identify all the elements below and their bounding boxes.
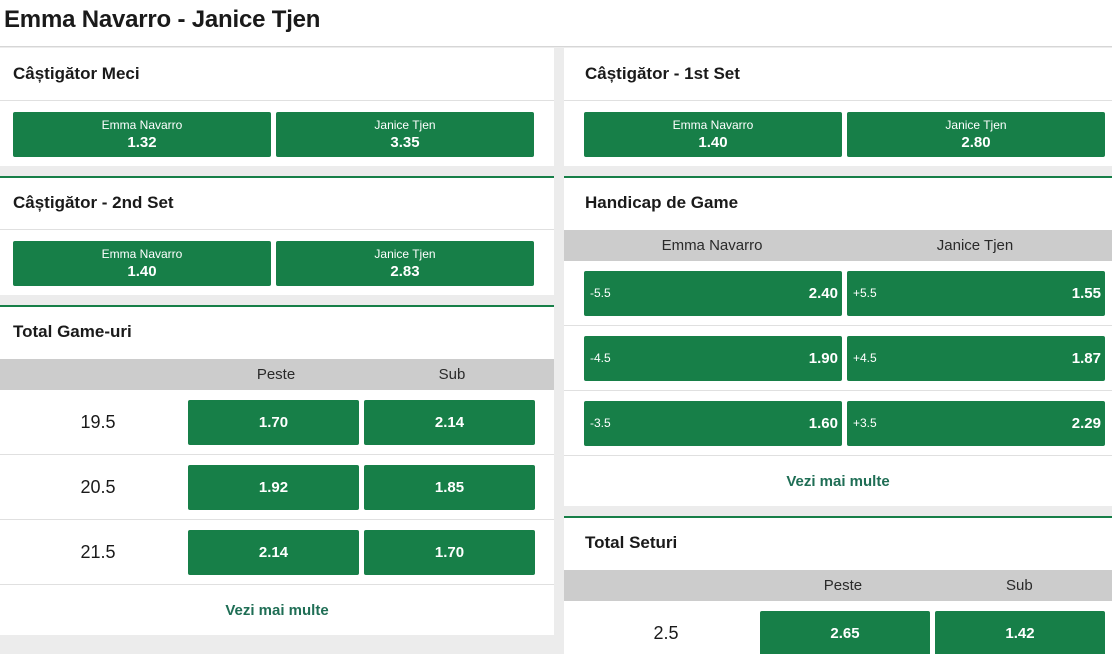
market-header: Total Game-uri — [0, 307, 554, 359]
selection-name: Janice Tjen — [374, 246, 436, 261]
odds-row: Emma Navarro 1.40 Janice Tjen 2.80 — [564, 101, 1112, 166]
odd-button-home[interactable]: Emma Navarro 1.40 — [13, 241, 271, 286]
see-more-link[interactable]: Vezi mai multe — [786, 472, 890, 490]
total-line: 21.5 — [80, 541, 116, 562]
handicap-line: -5.5 — [590, 286, 611, 300]
market-header: Total Seturi — [564, 518, 1112, 570]
market-set1-winner: Câștigător - 1st Set Emma Navarro 1.40 J… — [564, 48, 1112, 166]
odd-button-home[interactable]: Emma Navarro 1.32 — [13, 112, 271, 157]
selection-name: Janice Tjen — [945, 117, 1007, 132]
selection-name: Emma Navarro — [101, 246, 183, 261]
market-header: Câștigător - 1st Set — [564, 48, 1112, 101]
page-title: Emma Navarro - Janice Tjen — [4, 6, 321, 33]
handicap-away-button[interactable]: +4.5 1.87 — [847, 335, 1105, 381]
market-title: Total Seturi — [585, 533, 678, 552]
odd-value: 1.40 — [698, 133, 728, 151]
odd-button-home[interactable]: Emma Navarro 1.40 — [584, 112, 842, 157]
odd-value: 1.55 — [1071, 284, 1101, 302]
market-header: Câștigător Meci — [0, 48, 554, 101]
under-odd-button[interactable]: 1.42 — [935, 610, 1105, 654]
odd-value: 2.29 — [1071, 414, 1101, 432]
handicap-line: -4.5 — [590, 351, 611, 365]
over-odd-button[interactable]: 2.14 — [188, 529, 359, 575]
market-set2-winner: Câștigător - 2nd Set Emma Navarro 1.40 J… — [0, 176, 554, 295]
handicap-home-button[interactable]: -4.5 1.90 — [584, 335, 842, 381]
handicap-row: -3.5 1.60 +3.5 2.29 — [564, 391, 1112, 456]
handicap-away-button[interactable]: +3.5 2.29 — [847, 400, 1105, 446]
under-odd-button[interactable]: 1.85 — [364, 464, 535, 510]
column-headers: Emma Navarro Janice Tjen — [564, 230, 1112, 261]
selection-name: Emma Navarro — [101, 117, 183, 132]
odd-value: 2.83 — [390, 262, 420, 280]
market-header: Handicap de Game — [564, 178, 1112, 230]
under-header: Sub — [1005, 577, 1033, 594]
handicap-line: -3.5 — [590, 416, 611, 430]
selection-name: Janice Tjen — [374, 117, 436, 132]
total-row: 20.5 1.92 1.85 — [0, 455, 554, 520]
column-headers: Peste Sub — [564, 570, 1112, 601]
handicap-away-button[interactable]: +5.5 1.55 — [847, 270, 1105, 316]
odd-button-away[interactable]: Janice Tjen 3.35 — [276, 112, 534, 157]
total-row: 21.5 2.14 1.70 — [0, 520, 554, 585]
market-match-winner: Câștigător Meci Emma Navarro 1.32 Janice… — [0, 48, 554, 166]
handicap-line: +4.5 — [853, 351, 877, 365]
page-header: Emma Navarro - Janice Tjen — [0, 0, 1112, 47]
handicap-row: -4.5 1.90 +4.5 1.87 — [564, 326, 1112, 391]
selection-name: Emma Navarro — [672, 117, 754, 132]
market-title: Handicap de Game — [585, 193, 739, 212]
odd-value: 1.90 — [808, 349, 838, 367]
odd-value: 1.40 — [127, 262, 157, 280]
market-header: Câștigător - 2nd Set — [0, 178, 554, 230]
markets-column-right: Câștigător - 1st Set Emma Navarro 1.40 J… — [564, 48, 1112, 654]
over-header: Peste — [256, 366, 296, 383]
column-headers: Peste Sub — [0, 359, 554, 390]
odd-value: 1.60 — [808, 414, 838, 432]
under-odd-button[interactable]: 2.14 — [364, 399, 535, 445]
under-odd-button[interactable]: 1.70 — [364, 529, 535, 575]
see-more-link[interactable]: Vezi mai multe — [225, 601, 329, 619]
handicap-home-button[interactable]: -5.5 2.40 — [584, 270, 842, 316]
total-line: 20.5 — [80, 476, 116, 497]
away-header: Janice Tjen — [936, 237, 1014, 254]
total-line: 19.5 — [80, 411, 116, 432]
market-title: Câștigător Meci — [13, 64, 140, 83]
odd-value: 1.87 — [1071, 349, 1101, 367]
total-line: 2.5 — [653, 622, 679, 643]
odd-value: 3.35 — [390, 133, 420, 151]
over-header: Peste — [823, 577, 863, 594]
market-title: Câștigător - 1st Set — [585, 64, 740, 83]
odds-row: Emma Navarro 1.32 Janice Tjen 3.35 — [0, 101, 554, 166]
total-row: 19.5 1.70 2.14 — [0, 390, 554, 455]
odd-value: 2.40 — [808, 284, 838, 302]
odds-row: Emma Navarro 1.40 Janice Tjen 2.83 — [0, 230, 554, 295]
odd-button-away[interactable]: Janice Tjen 2.83 — [276, 241, 534, 286]
market-game-handicap: Handicap de Game Emma Navarro Janice Tje… — [564, 176, 1112, 506]
under-header: Sub — [438, 366, 466, 383]
handicap-line: +5.5 — [853, 286, 877, 300]
handicap-home-button[interactable]: -3.5 1.60 — [584, 400, 842, 446]
home-header: Emma Navarro — [661, 237, 763, 254]
over-odd-button[interactable]: 2.65 — [760, 610, 930, 654]
market-total-games: Total Game-uri Peste Sub 19.5 1.70 2.14 … — [0, 305, 554, 635]
odd-button-away[interactable]: Janice Tjen 2.80 — [847, 112, 1105, 157]
odd-value: 2.80 — [961, 133, 991, 151]
market-title: Total Game-uri — [13, 322, 132, 341]
odd-value: 1.32 — [127, 133, 157, 151]
market-total-sets: Total Seturi Peste Sub 2.5 2.65 1.42 — [564, 516, 1112, 654]
markets-column-left: Câștigător Meci Emma Navarro 1.32 Janice… — [0, 48, 554, 645]
over-odd-button[interactable]: 1.70 — [188, 399, 359, 445]
market-title: Câștigător - 2nd Set — [13, 193, 174, 212]
total-row: 2.5 2.65 1.42 — [564, 601, 1112, 654]
handicap-line: +3.5 — [853, 416, 877, 430]
over-odd-button[interactable]: 1.92 — [188, 464, 359, 510]
handicap-row: -5.5 2.40 +5.5 1.55 — [564, 261, 1112, 326]
